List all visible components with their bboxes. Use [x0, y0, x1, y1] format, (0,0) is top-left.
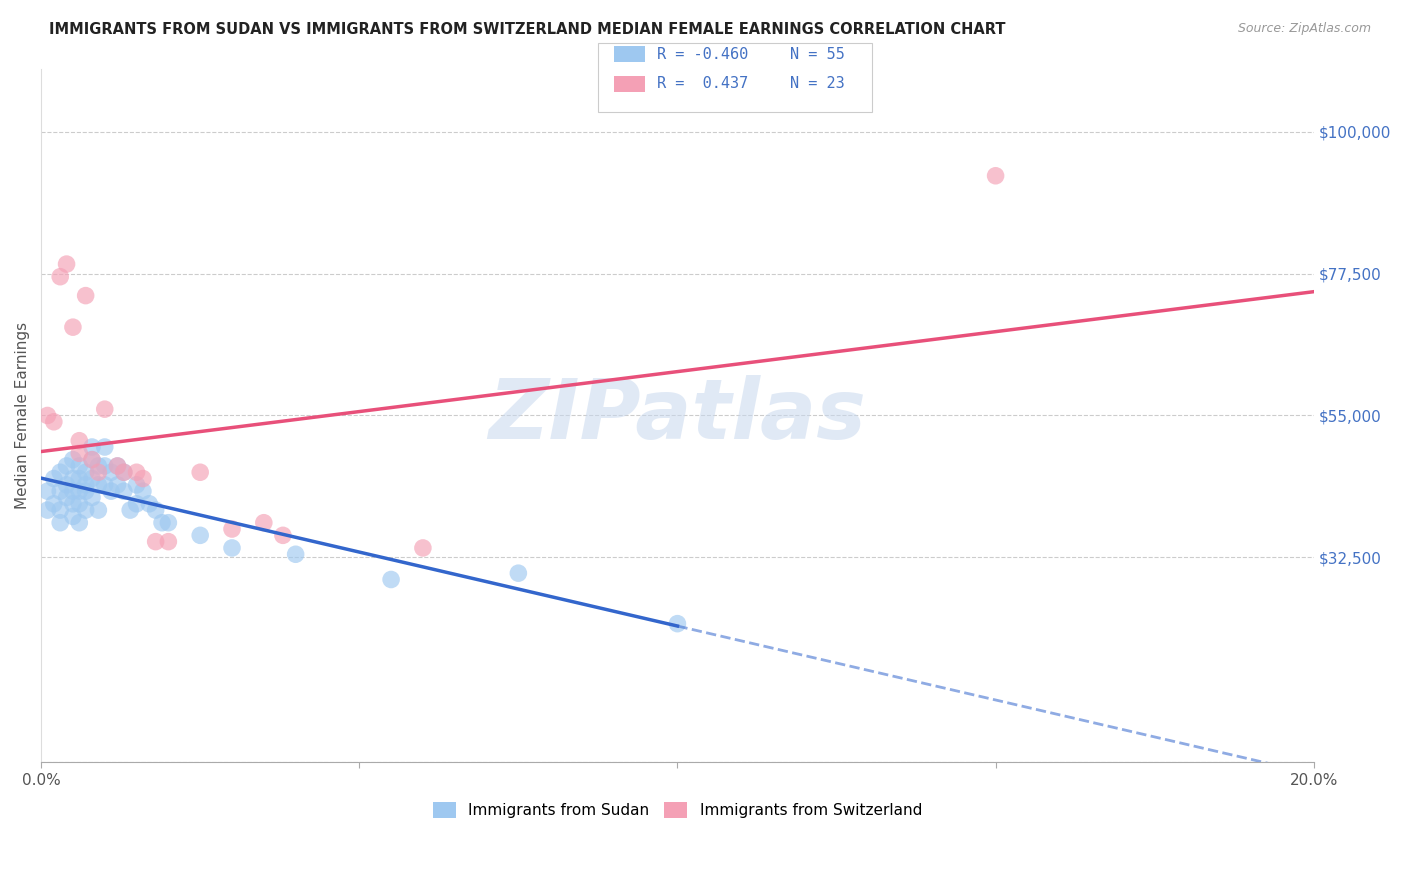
- Point: [93, 402, 115, 417]
- Point: [75, 465, 97, 479]
- Point: [120, 503, 142, 517]
- Point: [157, 516, 180, 530]
- Point: [112, 465, 135, 479]
- Point: [37, 484, 59, 499]
- Point: [157, 534, 180, 549]
- Point: [188, 528, 211, 542]
- Point: [42, 472, 65, 486]
- Point: [67, 472, 90, 486]
- Text: Source: ZipAtlas.com: Source: ZipAtlas.com: [1237, 22, 1371, 36]
- Point: [984, 169, 1007, 183]
- Point: [221, 541, 243, 555]
- Point: [67, 446, 90, 460]
- Text: IMMIGRANTS FROM SUDAN VS IMMIGRANTS FROM SWITZERLAND MEDIAN FEMALE EARNINGS CORR: IMMIGRANTS FROM SUDAN VS IMMIGRANTS FROM…: [49, 22, 1005, 37]
- Y-axis label: Median Female Earnings: Median Female Earnings: [15, 322, 30, 509]
- Point: [62, 484, 84, 499]
- Point: [508, 566, 530, 581]
- Point: [49, 269, 72, 284]
- Point: [188, 465, 211, 479]
- Point: [67, 484, 90, 499]
- Point: [107, 458, 129, 473]
- Point: [87, 465, 110, 479]
- Text: R =  0.437: R = 0.437: [657, 77, 748, 91]
- Point: [49, 516, 72, 530]
- Point: [125, 478, 148, 492]
- Point: [75, 478, 97, 492]
- Point: [55, 478, 77, 492]
- Point: [37, 503, 59, 517]
- Point: [75, 288, 97, 302]
- Point: [93, 478, 115, 492]
- Point: [62, 452, 84, 467]
- Point: [49, 484, 72, 499]
- Point: [138, 497, 160, 511]
- Point: [112, 465, 135, 479]
- Point: [150, 516, 173, 530]
- Point: [100, 465, 122, 479]
- Point: [145, 534, 167, 549]
- Legend: Immigrants from Sudan, Immigrants from Switzerland: Immigrants from Sudan, Immigrants from S…: [427, 796, 928, 824]
- Point: [221, 522, 243, 536]
- Point: [132, 484, 155, 499]
- Point: [132, 472, 155, 486]
- Point: [62, 509, 84, 524]
- Point: [80, 452, 103, 467]
- Text: R = -0.460: R = -0.460: [657, 47, 748, 62]
- Point: [666, 616, 689, 631]
- Point: [80, 491, 103, 505]
- Point: [87, 478, 110, 492]
- Point: [67, 458, 90, 473]
- Point: [380, 573, 402, 587]
- Point: [62, 472, 84, 486]
- Point: [49, 503, 72, 517]
- Text: N = 23: N = 23: [790, 77, 845, 91]
- Point: [87, 458, 110, 473]
- Point: [55, 257, 77, 271]
- Text: N = 55: N = 55: [790, 47, 845, 62]
- Point: [80, 440, 103, 454]
- Point: [80, 452, 103, 467]
- Point: [67, 497, 90, 511]
- Point: [49, 465, 72, 479]
- Point: [67, 516, 90, 530]
- Point: [412, 541, 434, 555]
- Point: [271, 528, 294, 542]
- Point: [87, 503, 110, 517]
- Point: [125, 465, 148, 479]
- Point: [42, 497, 65, 511]
- Point: [62, 497, 84, 511]
- Text: ZIPatlas: ZIPatlas: [488, 375, 866, 456]
- Point: [55, 491, 77, 505]
- Point: [125, 497, 148, 511]
- Point: [80, 472, 103, 486]
- Point: [107, 478, 129, 492]
- Point: [253, 516, 276, 530]
- Point: [67, 434, 90, 448]
- Point: [145, 503, 167, 517]
- Point: [55, 458, 77, 473]
- Point: [42, 415, 65, 429]
- Point: [37, 409, 59, 423]
- Point: [62, 320, 84, 334]
- Point: [93, 458, 115, 473]
- Point: [107, 458, 129, 473]
- Point: [112, 484, 135, 499]
- Point: [75, 484, 97, 499]
- Point: [100, 484, 122, 499]
- Point: [284, 547, 307, 561]
- Point: [93, 440, 115, 454]
- Point: [75, 503, 97, 517]
